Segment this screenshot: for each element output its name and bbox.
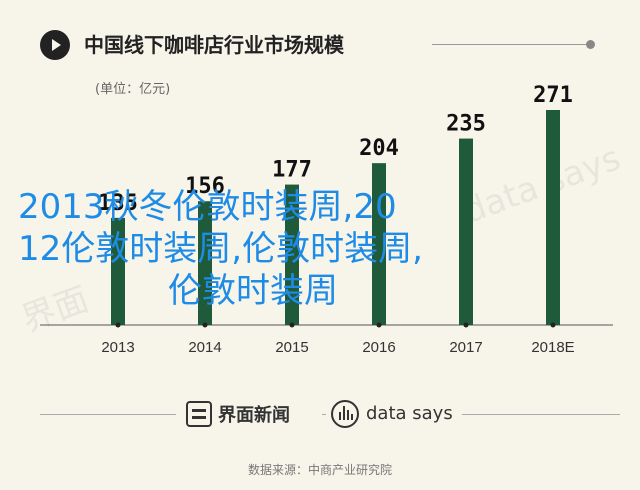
bar-2014 [198, 201, 212, 325]
value-label-2014: 156 [185, 174, 225, 199]
bar-2015 [285, 184, 299, 325]
bar-2016 [372, 163, 386, 325]
value-label-2018E: 271 [533, 83, 573, 108]
title-end-dot [586, 40, 595, 49]
tick-dot-2016 [376, 322, 382, 328]
overlay-line-3: 伦敦时装周 [168, 271, 338, 311]
bar-2013 [111, 217, 125, 325]
footer-divider-left [40, 414, 176, 415]
x-tick-label-2015: 2015 [275, 339, 308, 356]
x-tick-label-2018E: 2018E [531, 339, 574, 356]
x-tick-label-2017: 2017 [449, 339, 482, 356]
title-divider [432, 44, 586, 45]
x-tick-label-2013: 2013 [101, 339, 134, 356]
tick-dot-2014 [202, 322, 208, 328]
value-label-2016: 204 [359, 136, 399, 161]
tick-dot-2017 [463, 322, 469, 328]
x-tick-label-2014: 2014 [188, 339, 221, 356]
x-tick-label-2016: 2016 [362, 339, 395, 356]
overlay-line-2: 12伦敦时装周,伦敦时装周, [18, 229, 423, 269]
chart-title: 中国线下咖啡店行业市场规模 [84, 33, 344, 57]
data-source: 数据来源：中商产业研究院 [247, 463, 392, 477]
value-label-2015: 177 [272, 158, 312, 183]
value-label-2013: 135 [98, 191, 138, 216]
brand-left-text: 界面新闻 [218, 405, 290, 426]
overlay-line-1: 2013秋冬伦敦时装周,20 [18, 187, 397, 227]
brand-right-text: data says [366, 403, 453, 424]
unit-label: (单位：亿元) [95, 82, 171, 97]
bar-2018E [546, 110, 560, 325]
tick-dot-2018E [550, 322, 556, 328]
bar-2017 [459, 138, 473, 325]
overlay-caption: 2013秋冬伦敦时装周,20 12伦敦时装周,伦敦时装周, 伦敦时装周 [18, 186, 538, 312]
jiemian-logo-icon [186, 401, 212, 427]
play-icon [40, 30, 70, 60]
brand-jiemian: 界面新闻 [186, 401, 290, 427]
footer-divider-right [462, 414, 620, 415]
tick-dot-2013 [115, 322, 121, 328]
tick-dot-2015 [289, 322, 295, 328]
datasays-logo-icon [331, 400, 359, 428]
footer-divider-middle [322, 414, 326, 415]
value-label-2017: 235 [446, 112, 486, 137]
